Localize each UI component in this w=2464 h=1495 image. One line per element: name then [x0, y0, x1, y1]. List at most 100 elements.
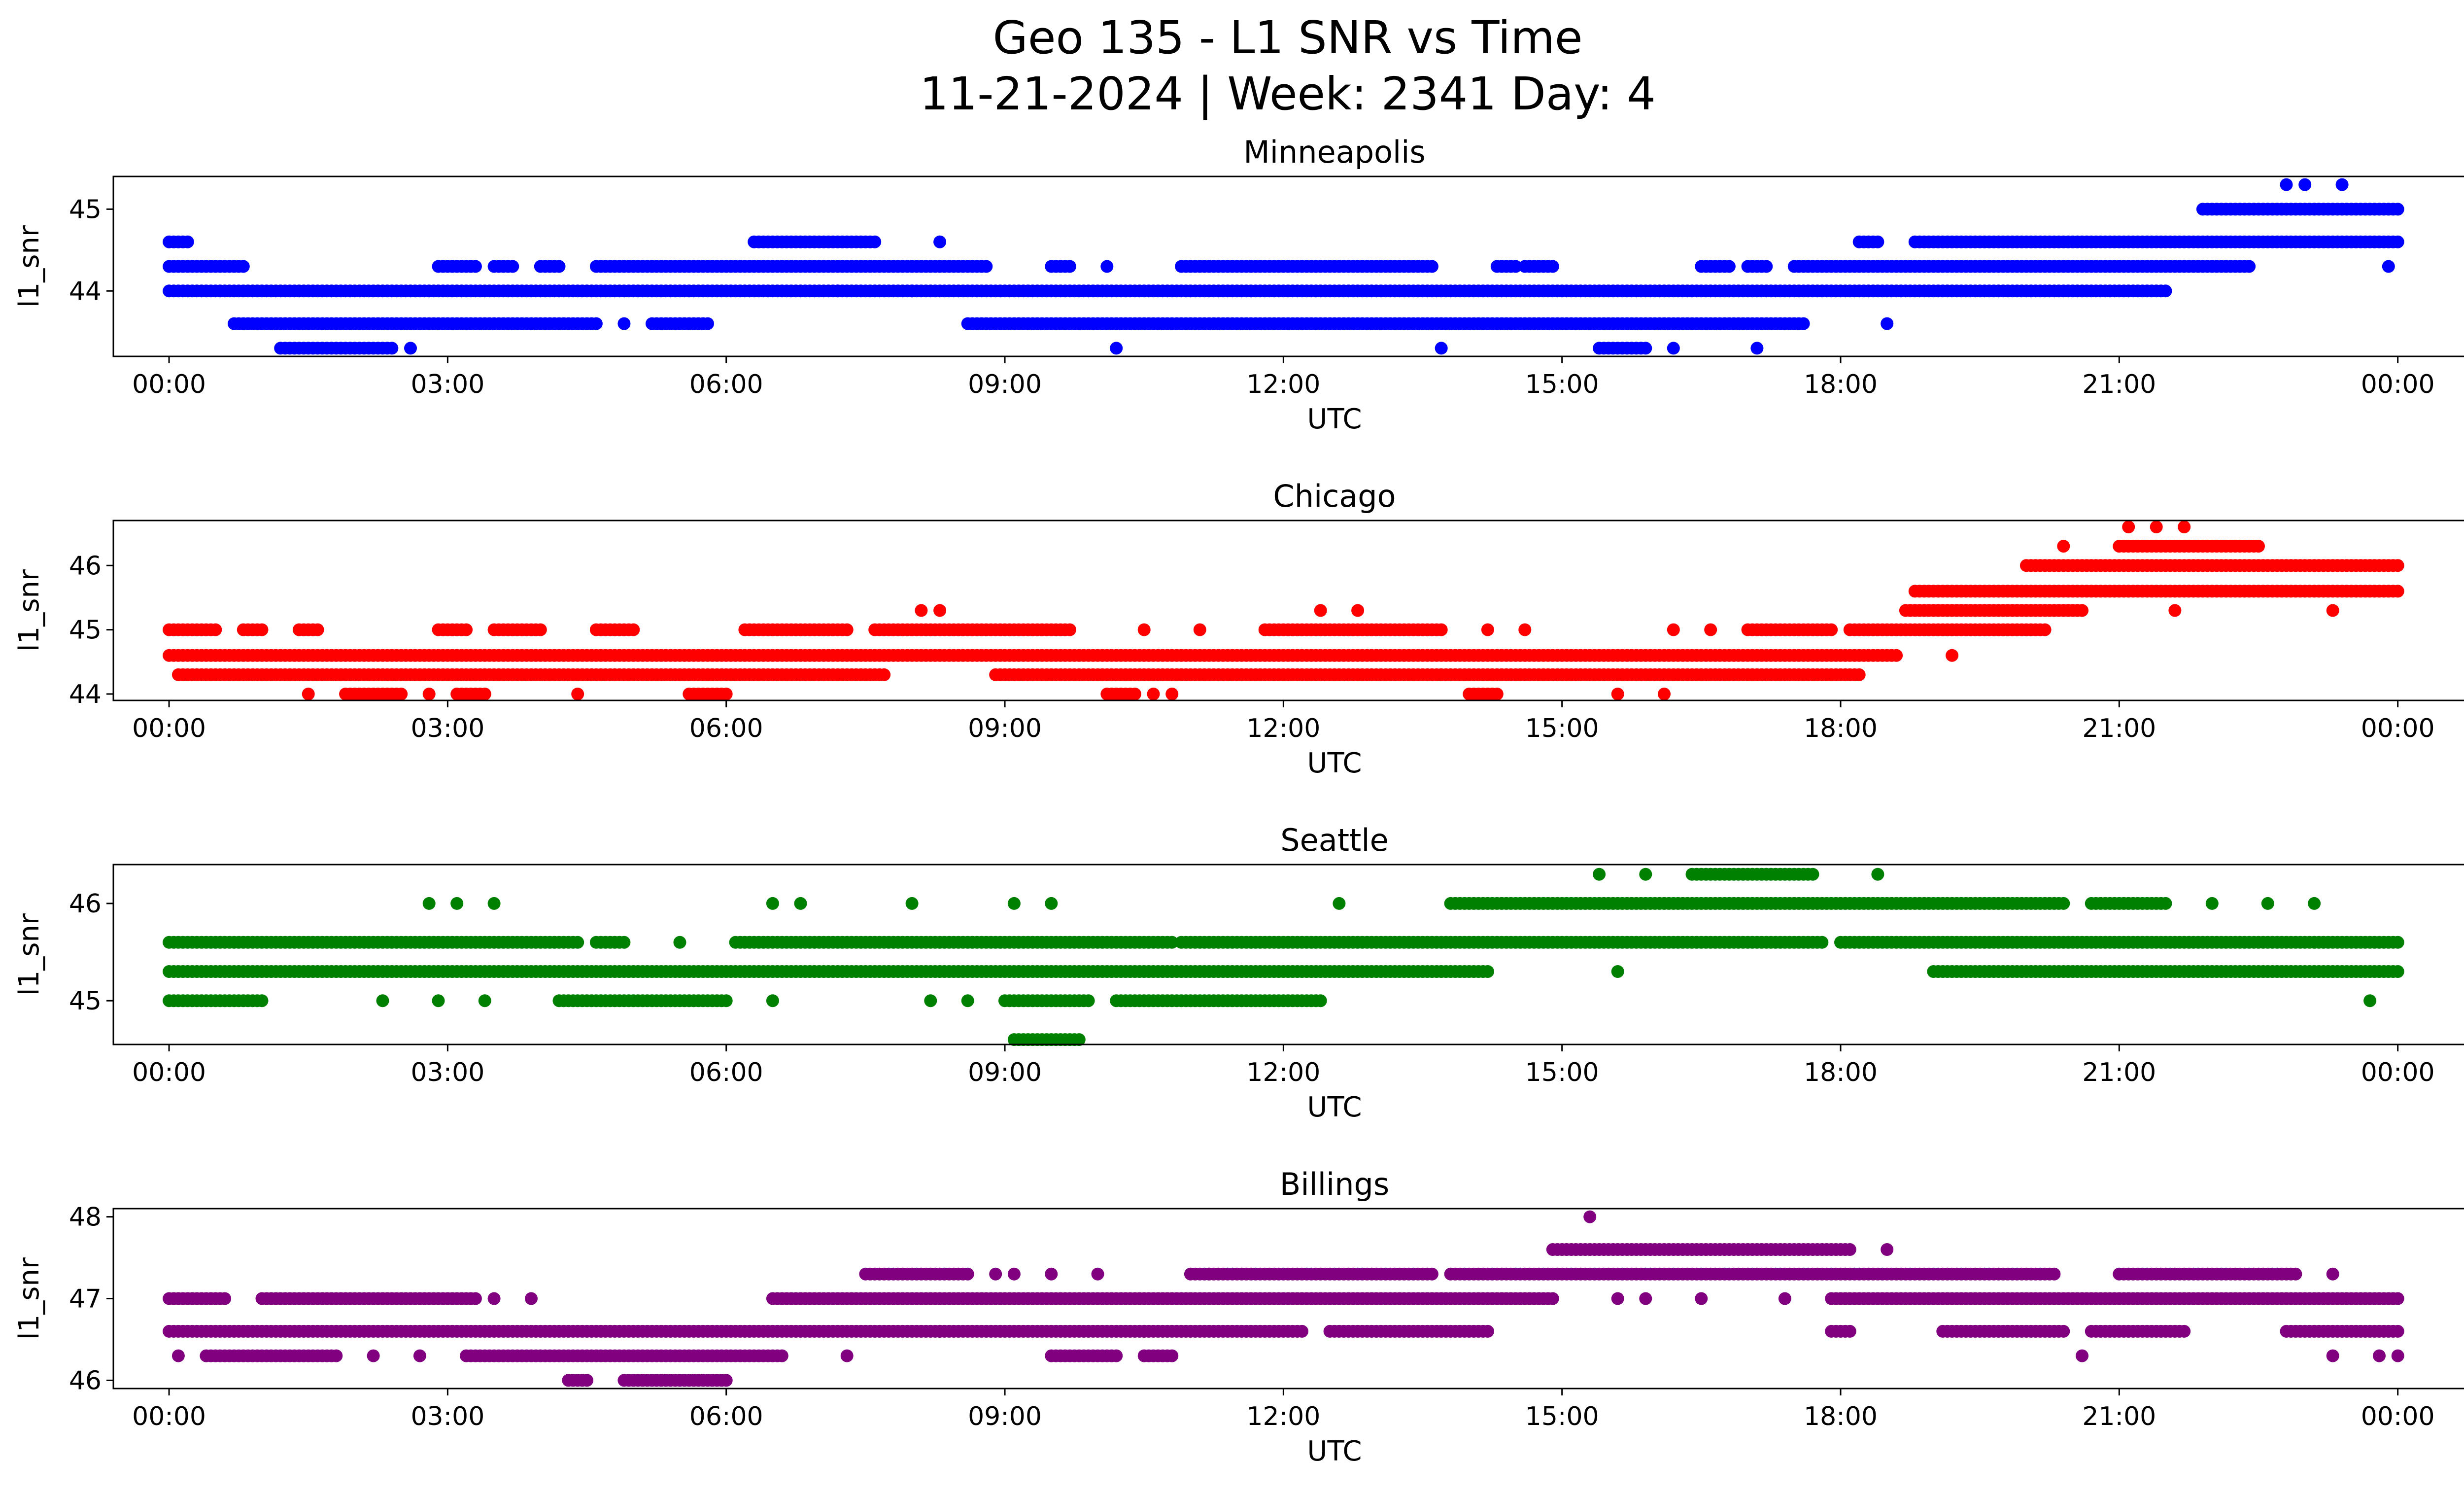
x-tick-label: 09:00 [968, 714, 1042, 743]
x-tick-label: 21:00 [2082, 1402, 2156, 1431]
billings-ylabel: l1_snr [13, 1257, 45, 1340]
data-point [1007, 897, 1021, 910]
data-point [2326, 1349, 2339, 1362]
data-point [2391, 559, 2404, 572]
x-tick-label: 09:00 [968, 1402, 1042, 1431]
x-tick-label: 06:00 [689, 1402, 763, 1431]
data-point [1165, 688, 1179, 700]
data-point [311, 623, 324, 636]
data-point [2391, 1349, 2404, 1362]
data-point [1639, 342, 1652, 355]
data-point [617, 936, 631, 949]
x-tick-label: 00:00 [132, 1402, 206, 1431]
data-point [237, 260, 250, 273]
data-point [1797, 317, 1810, 330]
y-tick-label: 47 [69, 1285, 102, 1314]
minneapolis-title: Minneapolis [1243, 134, 1426, 170]
data-point [701, 317, 714, 330]
x-tick-label: 00:00 [132, 714, 206, 743]
chicago-xlabel: UTC [1307, 747, 1362, 779]
data-point [181, 235, 194, 248]
data-point [330, 1349, 343, 1362]
data-point [1481, 623, 1494, 636]
x-tick-label: 18:00 [1804, 1058, 1878, 1087]
data-point [2391, 585, 2404, 598]
data-point [2391, 936, 2404, 949]
data-point [1593, 868, 1606, 881]
data-point [404, 342, 417, 355]
data-point [719, 1374, 733, 1387]
x-tick-label: 06:00 [689, 1058, 763, 1087]
x-tick-label: 00:00 [2361, 370, 2435, 399]
data-point [413, 1349, 426, 1362]
x-tick-label: 18:00 [1804, 714, 1878, 743]
data-point [933, 1324, 947, 1338]
data-point [868, 235, 882, 248]
data-point [915, 604, 928, 617]
data-point [1760, 260, 1773, 273]
x-tick-label: 12:00 [1246, 1402, 1320, 1431]
data-point [422, 688, 436, 700]
data-point [478, 994, 491, 1008]
data-point [1667, 623, 1680, 636]
data-point [1639, 1292, 1652, 1305]
data-point [1639, 868, 1652, 881]
data-point [1667, 342, 1680, 355]
data-point [1137, 623, 1151, 636]
data-point [2057, 540, 2070, 553]
data-point [2122, 521, 2135, 533]
data-point [1082, 994, 1095, 1008]
data-point [2057, 897, 2070, 910]
data-point [1091, 1267, 1104, 1281]
y-tick-label: 44 [69, 680, 102, 709]
data-point [2308, 897, 2321, 910]
data-point [1425, 1267, 1438, 1281]
data-point [2261, 897, 2274, 910]
data-point [1890, 649, 1903, 662]
data-point [2335, 178, 2349, 191]
data-point [1110, 342, 1123, 355]
data-point [1881, 1243, 1894, 1256]
subplot-panels: Minneapolis 00:00 03:00 06:00 09:00 12:00 15:0… [13, 134, 2464, 1467]
billings-points [163, 1210, 2404, 1387]
data-point [766, 897, 779, 910]
chicago-title: Chicago [1273, 478, 1396, 514]
data-point [2178, 1324, 2191, 1338]
data-point [571, 936, 584, 949]
y-tick-label: 46 [69, 1366, 102, 1395]
data-point [1202, 1267, 1216, 1281]
data-point [581, 1374, 593, 1387]
data-point [2159, 897, 2172, 910]
data-point [627, 623, 640, 636]
data-point [1072, 1033, 1086, 1046]
data-point [924, 994, 937, 1008]
data-point [302, 688, 315, 700]
x-tick-label: 15:00 [1525, 1402, 1599, 1431]
data-point [255, 623, 269, 636]
data-point [2057, 1324, 2070, 1338]
data-point [218, 1292, 232, 1305]
data-point [1333, 897, 1346, 910]
x-tick-label: 03:00 [411, 370, 484, 399]
x-tick-label: 15:00 [1525, 1058, 1599, 1087]
data-point [1546, 1292, 1559, 1305]
data-point [2391, 1324, 2404, 1338]
data-point [2150, 521, 2163, 533]
data-point [450, 897, 464, 910]
data-point [933, 604, 947, 617]
x-tick-label: 12:00 [1246, 370, 1320, 399]
data-point [766, 994, 779, 1008]
x-tick-label: 09:00 [968, 370, 1042, 399]
x-tick-label: 03:00 [411, 1058, 484, 1087]
data-point [1611, 965, 1624, 978]
data-point [1806, 868, 1819, 881]
x-tick-label: 06:00 [689, 370, 763, 399]
data-point [385, 342, 399, 355]
data-point [2363, 994, 2377, 1008]
y-tick-label: 48 [69, 1203, 102, 1232]
data-point [1881, 317, 1894, 330]
data-point [2391, 203, 2404, 216]
data-point [1843, 1324, 1856, 1338]
data-point [1314, 994, 1327, 1008]
